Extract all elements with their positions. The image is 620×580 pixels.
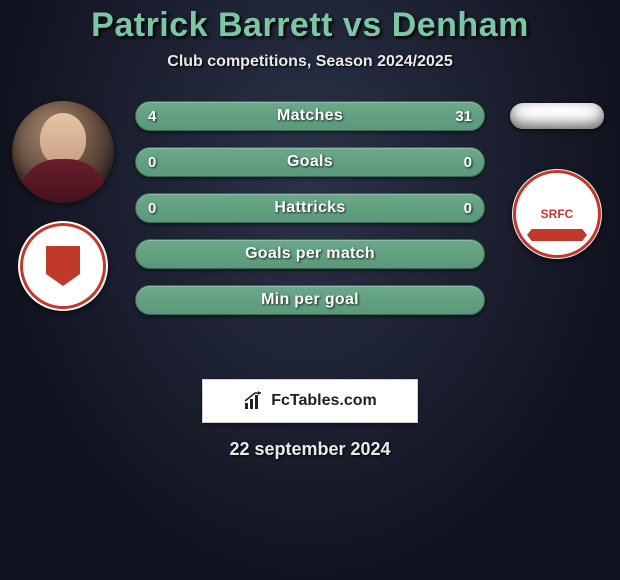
comparison-stage: 4 Matches 31 0 Goals 0 0 Hattricks 0 Goa…	[0, 101, 620, 361]
player-right-column	[502, 101, 612, 259]
stat-label: Matches	[277, 107, 343, 125]
date-text: 22 september 2024	[0, 439, 620, 460]
stat-value-right: 0	[464, 148, 472, 176]
club-badge-left	[18, 221, 108, 311]
stats-icon	[243, 391, 265, 411]
brand-box[interactable]: FcTables.com	[202, 379, 418, 423]
stat-value-right: 0	[464, 194, 472, 222]
stat-label: Hattricks	[274, 199, 345, 217]
club-badge-left-ring	[22, 225, 104, 307]
club-badge-right	[512, 169, 602, 259]
page-subtitle: Club competitions, Season 2024/2025	[0, 53, 620, 71]
stat-bar-goals-per-match: Goals per match	[135, 239, 485, 269]
stat-value-left: 0	[148, 194, 156, 222]
page-title: Patrick Barrett vs Denham	[0, 6, 620, 45]
player-right-avatar	[510, 103, 604, 129]
stat-label: Min per goal	[261, 291, 359, 309]
brand-text: FcTables.com	[271, 392, 377, 410]
comparison-card: Patrick Barrett vs Denham Club competiti…	[0, 0, 620, 460]
stat-value-right: 31	[455, 102, 472, 130]
stat-bar-matches: 4 Matches 31	[135, 101, 485, 131]
stat-value-left: 0	[148, 148, 156, 176]
stat-label: Goals per match	[245, 245, 375, 263]
club-badge-right-ribbon	[527, 229, 587, 241]
stat-bar-min-per-goal: Min per goal	[135, 285, 485, 315]
stat-label: Goals	[287, 153, 333, 171]
player-left-avatar	[12, 101, 114, 203]
stat-bar-goals: 0 Goals 0	[135, 147, 485, 177]
stat-bars: 4 Matches 31 0 Goals 0 0 Hattricks 0 Goa…	[135, 101, 485, 315]
stat-bar-hattricks: 0 Hattricks 0	[135, 193, 485, 223]
player-left-column	[8, 101, 118, 311]
stat-value-left: 4	[148, 102, 156, 130]
